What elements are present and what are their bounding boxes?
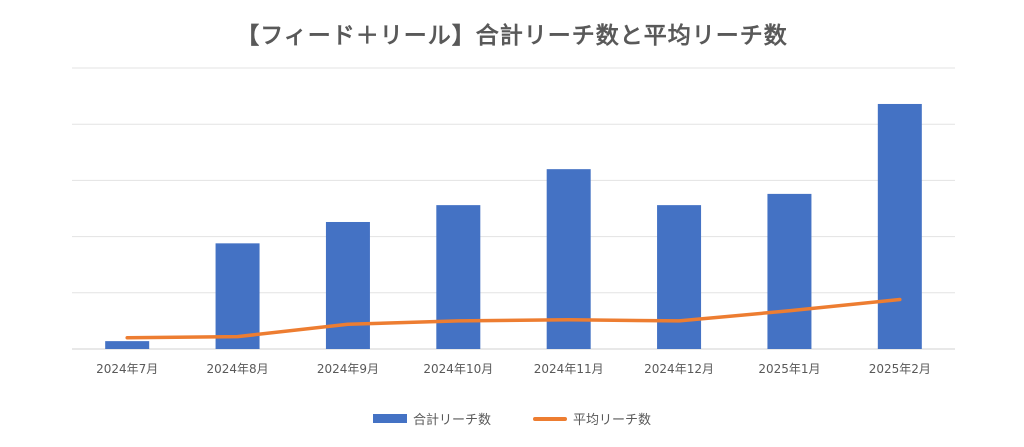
bar-1 [105,341,150,349]
legend-swatch-line [533,416,567,421]
bar-4 [436,205,481,349]
x-tick-label-5: 2024年11月 [534,362,604,376]
bar-8 [877,103,922,349]
x-tick-label-2: 2024年8月 [206,362,268,376]
line-series [125,297,902,340]
line-path [125,297,902,340]
bar-series [105,103,922,349]
legend-label-bar: 合計リーチ数 [412,413,491,428]
bar-3 [325,221,370,349]
bar-6 [657,205,702,349]
chart-title: 【フィード＋リール】合計リーチ数と平均リーチ数 [236,23,788,49]
legend-item-bar[interactable]: 合計リーチ数 [372,409,491,428]
x-axis: 2024年7月 2024年8月 2024年9月 2024年10月 2024年11月 202… [96,362,931,376]
x-tick-label-8: 2025年2月 [869,362,931,376]
legend-label-line: 平均リーチ数 [573,413,652,428]
legend-swatch-bar [372,414,407,423]
bar-2 [215,243,260,349]
x-tick-label-6: 2024年12月 [644,362,714,376]
bar-5 [546,169,591,349]
x-tick-label-4: 2024年10月 [423,362,493,376]
legend: 合計リーチ数 平均リーチ数 [0,409,1024,428]
x-tick-label-7: 2025年1月 [758,362,820,376]
bar-7 [767,193,812,349]
x-tick-label-3: 2024年9月 [317,362,379,376]
x-tick-label-1: 2024年7月 [96,362,158,376]
legend-item-line[interactable]: 平均リーチ数 [533,409,651,428]
